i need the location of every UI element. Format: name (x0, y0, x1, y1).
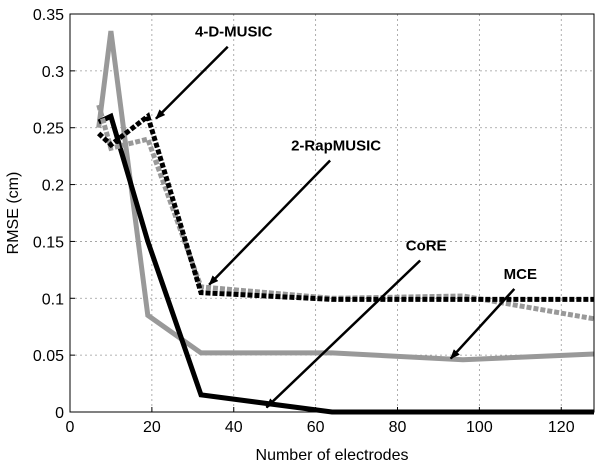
y-tick-label: 0.15 (33, 234, 64, 251)
y-tick-label: 0 (55, 405, 64, 422)
y-tick-label: 0.2 (42, 178, 64, 195)
y-tick-label: 0.25 (33, 121, 64, 138)
annotation-label-2-rapmusic: 2-RapMUSIC (291, 137, 381, 154)
annotation-arrow-core (265, 259, 422, 409)
y-tick-label: 0.35 (33, 7, 64, 24)
annotation-arrow-4-d-music (155, 45, 229, 120)
x-tick-label: 0 (66, 419, 75, 436)
annotation-arrow-mce (449, 288, 516, 360)
x-tick-label: 40 (225, 419, 243, 436)
annotation-arrow-2-rapmusic (208, 159, 331, 286)
x-tick-label: 100 (466, 419, 493, 436)
x-tick-label: 120 (548, 419, 575, 436)
y-tick-label: 0.1 (42, 291, 64, 308)
x-tick-label: 20 (143, 419, 161, 436)
annotations: 4-D-MUSIC 2-RapMUSIC CoRE MCE (155, 24, 537, 409)
x-tick-label: 60 (307, 419, 325, 436)
annotation-label-4-d-music: 4-D-MUSIC (195, 24, 273, 41)
x-tick-label: 80 (389, 419, 407, 436)
axis-ticks: 0 20 40 60 80 100 120 0 0.05 0.1 0.15 0.2 0.25 0.3 0.3… (33, 7, 575, 436)
x-axis-label: Number of electrodes (256, 447, 409, 464)
plot-frame (69, 13, 595, 413)
y-axis-label: RMSE (cm) (5, 172, 22, 255)
grid (70, 14, 594, 412)
series-mce-line (96, 30, 595, 363)
annotation-label-core: CoRE (406, 238, 447, 255)
annotation-label-mce: MCE (504, 266, 537, 283)
y-tick-label: 0.05 (33, 348, 64, 365)
y-tick-label: 0.3 (42, 64, 64, 81)
series-4-d-music-line (96, 112, 594, 302)
